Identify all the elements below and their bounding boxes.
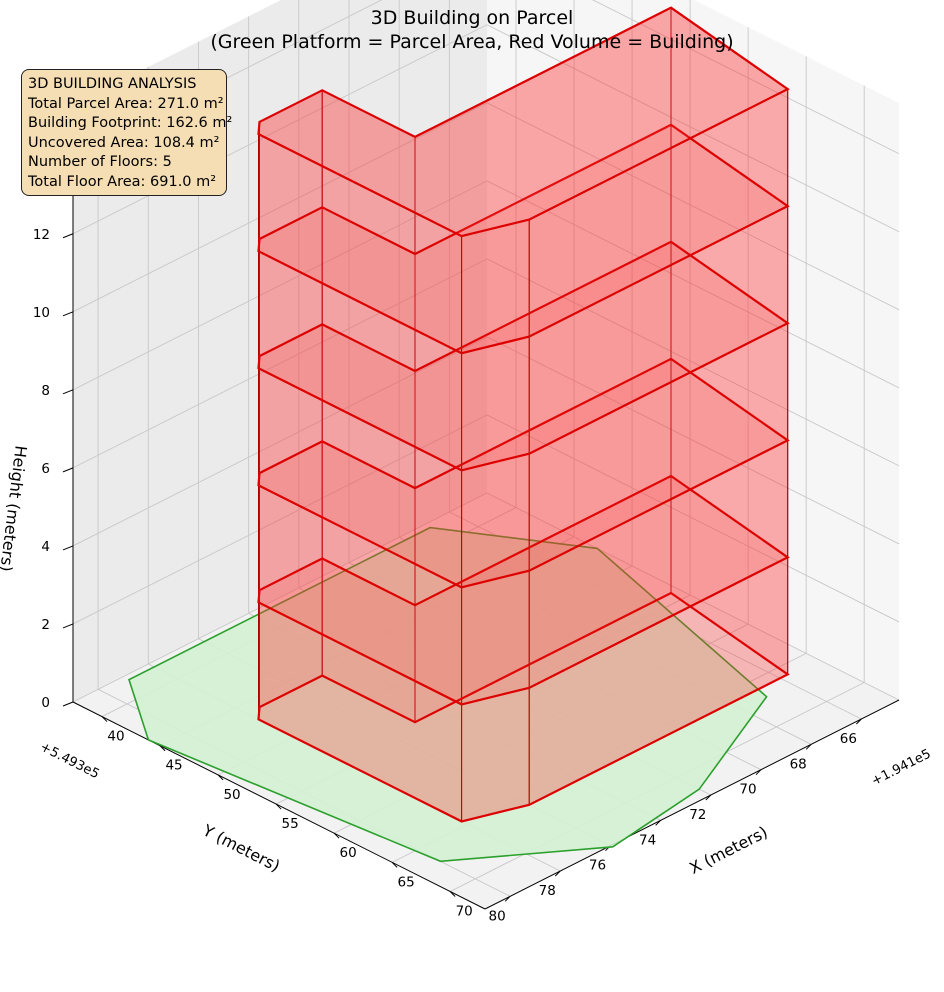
building-volume xyxy=(257,6,790,823)
floor-slab-outline xyxy=(257,357,790,589)
z-gridline-right xyxy=(592,0,900,155)
x-tick-label: 66 xyxy=(840,731,857,747)
info-total-parcel-area: Total Parcel Area: 271.0 m² xyxy=(28,95,224,112)
z-gridline-right xyxy=(486,336,900,545)
floor-slab-outline xyxy=(257,240,790,472)
y-tick xyxy=(449,891,456,897)
z-gridline-right xyxy=(486,180,900,389)
info-building-footprint: Building Footprint: 162.6 m² xyxy=(28,115,233,131)
y-tick-label: 45 xyxy=(165,758,182,774)
y-tick-label: 60 xyxy=(340,845,357,861)
floor-slab-outline xyxy=(257,474,790,706)
x-tick xyxy=(655,819,661,826)
y-axis-line xyxy=(72,701,486,910)
chart-subtitle: (Green Platform = Parcel Area, Red Volum… xyxy=(210,31,734,53)
y-tick-label: 40 xyxy=(107,729,124,745)
z-gridline-right xyxy=(486,258,900,467)
axis-panes xyxy=(73,0,899,909)
z-gridline-left xyxy=(72,336,488,547)
info-header: 3D BUILDING ANALYSIS xyxy=(28,76,197,92)
z-gridline-right xyxy=(486,24,900,233)
floor-slab-outline xyxy=(257,123,790,355)
z-gridline-right xyxy=(486,492,900,701)
z-tick xyxy=(62,233,74,239)
x-tick-label: 78 xyxy=(539,883,556,899)
y-tick-label: 65 xyxy=(398,874,415,890)
y-tick xyxy=(217,774,224,781)
y-tick xyxy=(275,803,282,810)
x-tick-label: 70 xyxy=(739,782,756,798)
z-tick xyxy=(62,623,74,629)
x-tick-label: 74 xyxy=(639,832,656,848)
info-uncovered-area: Uncovered Area: 108.4 m² xyxy=(28,134,220,151)
z-tick-label: 0 xyxy=(41,695,50,711)
x-tick xyxy=(755,769,762,776)
z-tick xyxy=(62,389,74,395)
x-tick xyxy=(805,743,812,750)
z-gridline-left xyxy=(72,414,488,625)
z-tick-label: 12 xyxy=(33,227,50,243)
x-tick-label: 80 xyxy=(488,908,505,924)
z-gridline-left xyxy=(72,180,488,391)
z-gridline-left xyxy=(72,492,488,703)
x-axis-line xyxy=(484,699,900,910)
y-offset-label: +5.493e5 xyxy=(37,740,101,783)
analysis-info-box: 3D BUILDING ANALYSIS Total Parcel Area: … xyxy=(21,69,233,196)
z-tick-label: 4 xyxy=(41,539,50,555)
z-tick xyxy=(62,467,74,473)
x-tick-label: 76 xyxy=(589,858,606,874)
z-axis-title: Height (meters) xyxy=(0,445,31,573)
parcel-polygon xyxy=(128,526,768,863)
x-tick-label: 72 xyxy=(689,807,706,823)
z-tick-label: 10 xyxy=(33,305,50,321)
x-tick xyxy=(554,870,561,877)
x-tick xyxy=(856,718,862,725)
x-axis-title: X (meters) xyxy=(686,822,770,878)
z-tick xyxy=(62,545,74,551)
x-tick xyxy=(504,895,511,902)
chart-title: 3D Building on Parcel xyxy=(370,7,574,29)
y-tick xyxy=(159,745,166,752)
z-tick-label: 6 xyxy=(41,461,50,477)
info-number-of-floors: Number of Floors: 5 xyxy=(28,154,172,170)
z-tick xyxy=(62,701,74,707)
z-gridline-left xyxy=(72,24,488,235)
floor-slab-outline xyxy=(257,6,790,238)
floor-slab-outline xyxy=(257,591,790,823)
parcel-platform xyxy=(128,526,768,863)
z-gridline-left xyxy=(72,102,488,313)
z-gridline-left xyxy=(72,258,488,469)
z-tick-label: 8 xyxy=(41,383,50,399)
y-axis-title: Y (meters) xyxy=(199,820,283,875)
y-tick-label: 70 xyxy=(456,904,473,920)
z-gridline-right xyxy=(486,102,900,311)
right-wall-pane xyxy=(487,0,899,700)
y-tick-label: 55 xyxy=(282,816,299,832)
x-tick xyxy=(705,794,712,801)
y-tick xyxy=(333,832,340,839)
z-gridline-right xyxy=(486,414,900,623)
y-tick xyxy=(101,716,108,722)
y-tick-label: 50 xyxy=(223,787,240,803)
x-offset-label: +1.941e5 xyxy=(869,747,933,790)
y-tick xyxy=(391,861,398,868)
z-tick xyxy=(62,311,74,317)
x-tick-label: 68 xyxy=(790,756,807,772)
z-tick-label: 2 xyxy=(41,617,50,633)
info-total-floor-area: Total Floor Area: 691.0 m² xyxy=(28,173,217,190)
